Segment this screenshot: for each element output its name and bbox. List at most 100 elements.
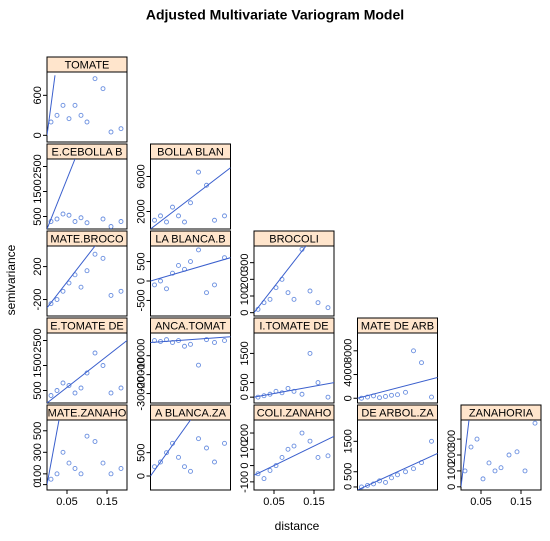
y-tick-label: 0 bbox=[239, 394, 251, 400]
model-line bbox=[150, 336, 231, 343]
x-axis-label: distance bbox=[275, 519, 320, 533]
panel-title: ZANAHORIA bbox=[469, 407, 534, 419]
point bbox=[66, 280, 72, 286]
point bbox=[60, 102, 66, 108]
plot-area bbox=[47, 340, 127, 403]
point bbox=[429, 438, 434, 444]
y-tick-label: 0 bbox=[342, 484, 354, 490]
panel-frame bbox=[46, 158, 128, 230]
y-tick-label: 1500 bbox=[239, 341, 251, 365]
point bbox=[100, 86, 106, 92]
point bbox=[60, 449, 66, 455]
strip-group: ZANAHORIA bbox=[469, 407, 534, 419]
point bbox=[429, 394, 434, 400]
y-tick-label: 0 bbox=[446, 484, 458, 490]
strip-group: TOMATE bbox=[65, 59, 110, 71]
x-tick-label: 0.05 bbox=[56, 496, 77, 508]
point bbox=[307, 438, 313, 444]
plot-area bbox=[150, 167, 231, 229]
point bbox=[486, 460, 492, 466]
point bbox=[92, 350, 98, 356]
y-tick-label: 0 bbox=[135, 473, 147, 479]
point bbox=[72, 102, 78, 108]
point bbox=[108, 390, 114, 396]
point bbox=[411, 466, 416, 472]
point bbox=[158, 278, 163, 284]
point bbox=[291, 296, 297, 302]
model-line bbox=[150, 257, 231, 282]
point bbox=[108, 292, 114, 298]
point bbox=[118, 466, 124, 471]
panel-frame bbox=[253, 245, 335, 317]
panel-title: A BLANCA.ZA bbox=[155, 407, 227, 419]
plot-area bbox=[47, 420, 124, 485]
point bbox=[54, 471, 60, 477]
y-tick-label: 100 bbox=[446, 462, 458, 480]
point bbox=[204, 337, 209, 343]
point bbox=[212, 340, 217, 345]
point bbox=[395, 392, 400, 398]
point bbox=[532, 420, 538, 426]
point bbox=[78, 112, 84, 118]
point bbox=[315, 454, 321, 460]
point bbox=[212, 217, 217, 223]
point bbox=[261, 476, 267, 482]
y-tick-label: -500 bbox=[135, 289, 147, 311]
model-line bbox=[150, 167, 231, 229]
y-tick-label: 500 bbox=[135, 443, 147, 461]
point bbox=[383, 479, 388, 485]
y-tick-label: 4000 bbox=[342, 362, 354, 386]
panel-frame bbox=[46, 245, 128, 317]
point bbox=[285, 446, 291, 452]
point bbox=[158, 459, 163, 465]
point bbox=[78, 385, 84, 391]
x-tick-label: 0.05 bbox=[263, 496, 284, 508]
point bbox=[92, 439, 98, 444]
point bbox=[325, 305, 331, 311]
point bbox=[84, 119, 90, 125]
panel-title: LA BLANCA.B bbox=[155, 233, 225, 245]
point bbox=[403, 469, 408, 475]
y-tick-label: 0 bbox=[135, 278, 147, 284]
point bbox=[498, 465, 504, 471]
x-tick-label: 0.15 bbox=[96, 496, 117, 508]
panel-title: BOLLA BLAN bbox=[157, 146, 224, 158]
y-tick-label: -100 bbox=[239, 471, 251, 493]
point bbox=[92, 76, 98, 82]
panel-frame bbox=[253, 332, 335, 404]
point bbox=[188, 468, 193, 474]
point bbox=[72, 219, 78, 224]
panel-title: E.TOMATE DE bbox=[50, 320, 124, 332]
x-tick-label: 0.15 bbox=[510, 496, 531, 508]
plot-area bbox=[357, 348, 438, 401]
y-tick-label: 6000 bbox=[135, 164, 147, 188]
y-tick-label: 500 bbox=[32, 381, 44, 399]
point bbox=[60, 288, 66, 294]
point bbox=[72, 390, 78, 396]
point bbox=[54, 297, 60, 302]
y-tick-label: 2000 bbox=[135, 199, 147, 223]
y-tick-label: 0 bbox=[32, 482, 44, 488]
point bbox=[182, 343, 187, 349]
point bbox=[182, 219, 187, 225]
point bbox=[307, 288, 313, 294]
y-tick-label: 500 bbox=[135, 252, 147, 270]
y-tick-label: 1500 bbox=[342, 429, 354, 453]
y-tick-label: 0 bbox=[239, 310, 251, 316]
panel-title: E.CEBOLLA B bbox=[52, 146, 123, 158]
strip-group: BROCOLI bbox=[269, 233, 319, 245]
point bbox=[299, 430, 305, 436]
model-line bbox=[47, 246, 96, 309]
panel-frame bbox=[46, 71, 128, 143]
point bbox=[377, 395, 382, 401]
plot-area bbox=[150, 336, 231, 368]
strip-group: LA BLANCA.B bbox=[155, 233, 225, 245]
model-line bbox=[47, 340, 127, 403]
panel-frame bbox=[150, 332, 231, 404]
y-tick-label: 500 bbox=[342, 463, 354, 481]
panel-title: TOMATE bbox=[65, 59, 110, 71]
point bbox=[474, 436, 480, 442]
panel-title: DE ARBOL.ZA bbox=[361, 407, 434, 419]
point bbox=[279, 454, 285, 460]
model-line bbox=[357, 377, 438, 399]
